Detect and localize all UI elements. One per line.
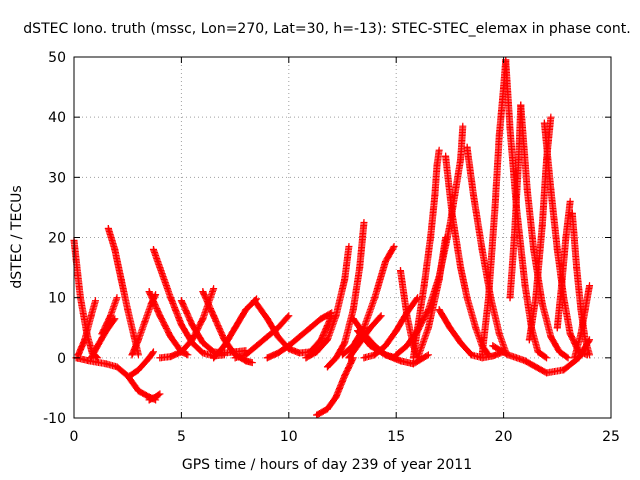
series-track — [263, 309, 336, 362]
series-track — [414, 234, 450, 362]
x-tick-label: 10 — [280, 429, 298, 445]
series-layer — [70, 56, 594, 419]
series-track — [478, 56, 510, 359]
series-trail — [489, 337, 593, 377]
series-trail — [414, 235, 449, 362]
series-track — [489, 336, 594, 377]
x-tick-label: 0 — [70, 429, 79, 445]
series-track — [345, 312, 385, 362]
y-tick-label: 10 — [48, 291, 66, 307]
y-tick-label: 40 — [48, 110, 66, 126]
series-trail — [150, 246, 227, 360]
series-trail — [553, 199, 574, 332]
series-trail — [98, 295, 120, 338]
series-trail — [324, 220, 368, 371]
series-trail — [145, 391, 163, 404]
series-trail — [478, 58, 510, 359]
series-trail — [442, 152, 492, 357]
series-track — [570, 282, 594, 362]
series-trail — [302, 244, 353, 362]
series-trail — [345, 313, 384, 362]
series-trail — [231, 313, 292, 362]
y-axis-label: dSTEC / TECUs — [9, 185, 25, 288]
x-tick-label: 15 — [387, 429, 405, 445]
series-track — [98, 294, 121, 338]
series-trail — [156, 286, 217, 362]
series-trail — [74, 298, 99, 359]
series-track — [231, 312, 293, 362]
x-tick-label: 20 — [495, 429, 513, 445]
y-tick-label: 50 — [48, 50, 66, 66]
series-trail — [571, 283, 593, 362]
series-trail — [199, 288, 255, 366]
series-track — [409, 146, 443, 362]
x-tick-label: 25 — [602, 429, 620, 445]
series-track — [323, 218, 368, 371]
series-track — [126, 348, 157, 380]
series-trail — [435, 306, 506, 362]
chart-title: dSTEC Iono. truth (mssc, Lon=270, Lat=30… — [23, 21, 630, 37]
y-tick-label: 20 — [48, 231, 66, 247]
x-axis-label: GPS time / hours of day 239 of year 2011 — [182, 457, 472, 473]
series-trail — [126, 349, 157, 380]
series-track — [313, 354, 357, 419]
y-tick-label: 30 — [48, 170, 66, 186]
series-trail — [313, 355, 357, 419]
y-tick-label: -10 — [43, 411, 66, 427]
y-tick-label: 0 — [57, 351, 66, 367]
series-track — [199, 288, 256, 367]
series-track — [302, 243, 353, 362]
x-tick-label: 5 — [177, 429, 186, 445]
series-track — [156, 285, 218, 362]
series-track — [553, 197, 574, 332]
series-track — [145, 390, 164, 404]
series-trail — [263, 310, 334, 362]
series-trail — [210, 296, 259, 362]
series-track — [210, 295, 261, 362]
